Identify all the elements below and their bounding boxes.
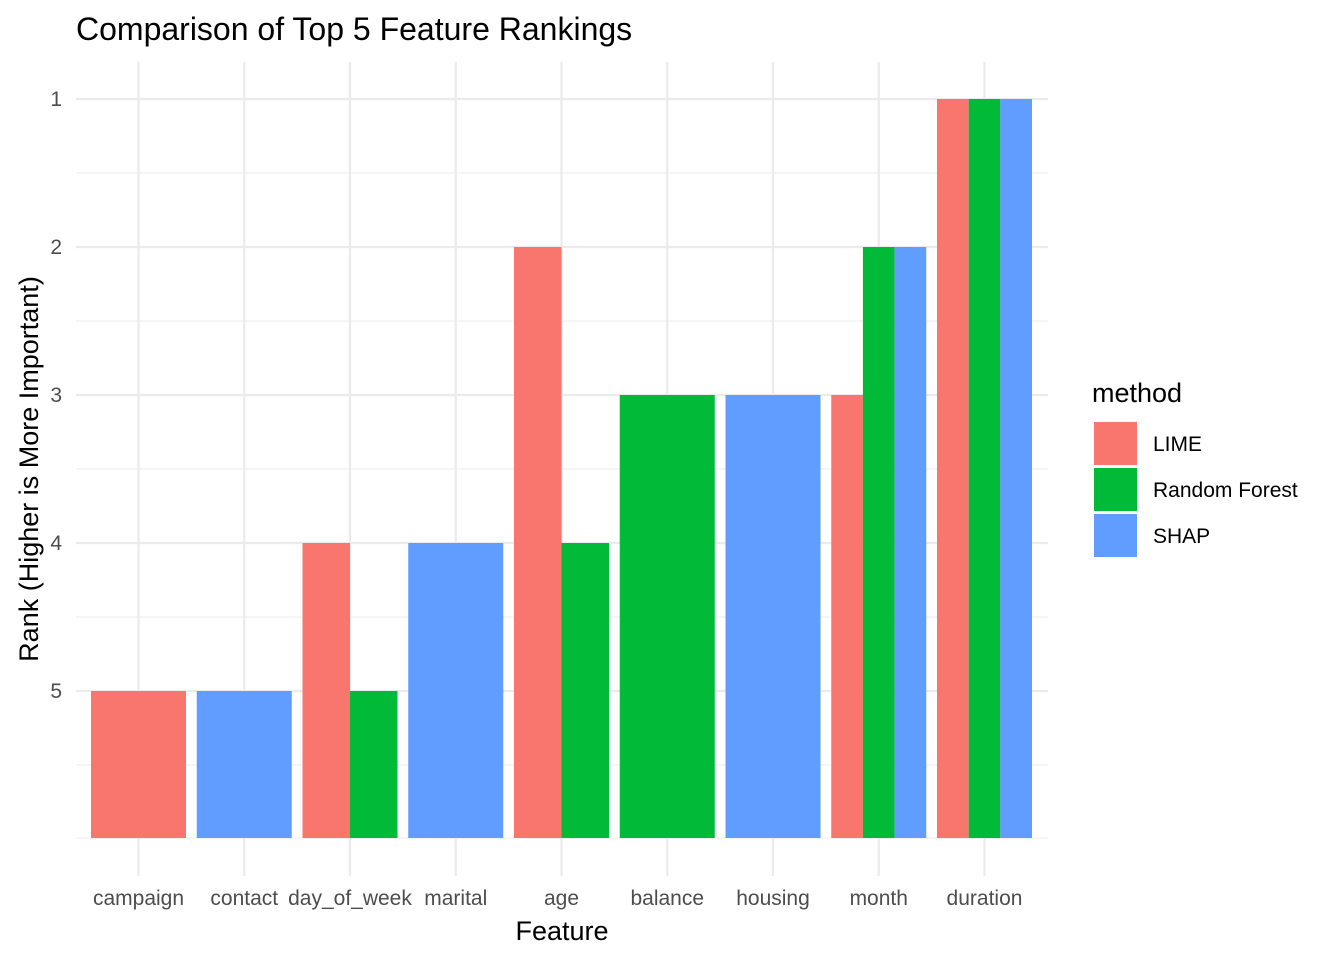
x-tick-label: campaign (93, 887, 184, 910)
x-tick-label: balance (630, 887, 704, 910)
bar-duration-random-forest (968, 99, 1001, 838)
bar-month-lime (831, 395, 863, 838)
bar-month-random-forest (862, 247, 895, 838)
bar-contact-shap (196, 691, 292, 838)
y-tick-label: 5 (50, 680, 62, 703)
legend-swatch (1094, 422, 1137, 465)
x-tick-label: age (544, 887, 579, 910)
bars (91, 99, 1032, 838)
bar-balance-random-forest (619, 395, 715, 838)
bar-age-random-forest (561, 543, 609, 838)
bar-marital-shap (408, 543, 504, 838)
legend-label: LIME (1153, 433, 1202, 456)
y-tick-label: 4 (50, 532, 62, 555)
legend-label: Random Forest (1153, 479, 1298, 502)
legend-swatch (1094, 468, 1137, 511)
x-axis-title: Feature (515, 916, 608, 946)
bar-duration-lime (937, 99, 969, 838)
y-tick-label: 2 (50, 236, 62, 259)
x-tick-label: contact (210, 887, 278, 910)
x-tick-label: day_of_week (288, 887, 412, 910)
bar-age-lime (514, 247, 562, 838)
x-tick-labels: campaign contact day_of_week marital age bala… (93, 887, 1022, 910)
x-tick-label: marital (424, 887, 487, 910)
y-tick-label: 3 (50, 384, 62, 407)
legend-swatch (1094, 514, 1137, 557)
bar-campaign-lime (91, 691, 186, 838)
x-tick-label: housing (736, 887, 810, 910)
x-tick-label: month (850, 887, 908, 910)
bar-day_of_week-lime (302, 543, 350, 838)
bar-duration-shap (1000, 99, 1032, 838)
y-tick-labels: 1 2 3 4 5 (50, 88, 62, 703)
legend-label: SHAP (1153, 525, 1210, 548)
chart-title: Comparison of Top 5 Feature Rankings (76, 11, 632, 47)
y-axis-title: Rank (Higher is More Important) (14, 276, 44, 662)
legend-title: method (1092, 378, 1182, 408)
legend: method LIME Random Forest SHAP (1092, 378, 1298, 557)
bar-housing-shap (725, 395, 821, 838)
x-tick-label: duration (947, 887, 1023, 910)
bar-day_of_week-random-forest (350, 691, 398, 838)
bar-month-shap (894, 247, 927, 838)
y-tick-label: 1 (50, 88, 62, 111)
